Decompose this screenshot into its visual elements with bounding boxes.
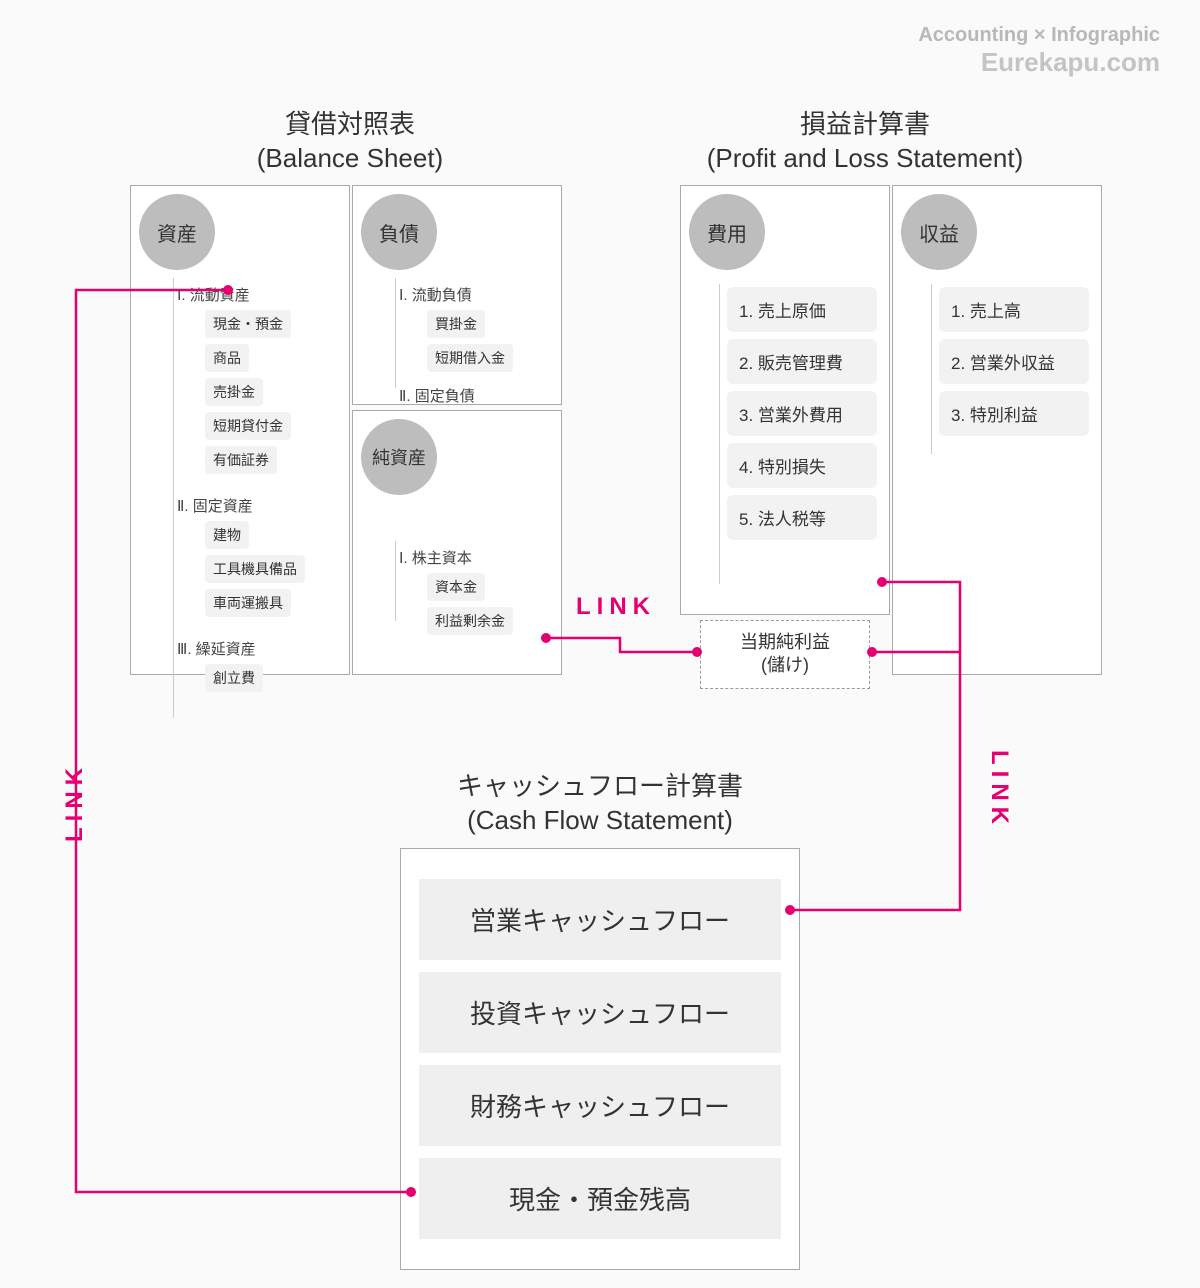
equity-header-circle: 純資産 [361,419,437,495]
rev-item-2: 3. 特別利益 [939,391,1089,436]
bs-title-jp: 貸借対照表 [285,109,415,139]
equity-s1-item-1: 利益剰余金 [427,607,513,635]
equity-s1-heading: Ⅰ. 株主資本 [399,547,549,568]
exp-item-1: 2. 販売管理費 [727,339,877,384]
link3-label: LINK [986,750,1013,830]
link2-label: LINK [576,593,656,620]
liabilities-header-circle: 負債 [361,194,437,270]
assets-s2-item-1: 工具機具備品 [205,555,305,583]
expenses-header-circle: 費用 [689,194,765,270]
equity-s1-item-0: 資本金 [427,573,485,601]
pl-title: 損益計算書 (Profit and Loss Statement) [650,108,1080,176]
watermark-line1: Accounting × Infographic [918,24,1160,47]
cf-title-en: (Cash Flow Statement) [467,805,733,835]
pl-title-jp: 損益計算書 [800,109,930,139]
bs-title-en: (Balance Sheet) [257,143,443,173]
net-income-l2: (儲け) [761,655,809,675]
assets-header-circle: 資産 [139,194,215,270]
revenues-header-circle: 収益 [901,194,977,270]
assets-s2-item-2: 車両運搬具 [205,589,291,617]
cf-item-1: 投資キャッシュフロー [419,972,781,1053]
exp-item-0: 1. 売上原価 [727,287,877,332]
liab-s1-item-1: 短期借入金 [427,344,513,372]
cf-item-0: 営業キャッシュフロー [419,879,781,960]
liab-s2-heading: Ⅱ. 固定負債 [399,385,549,406]
cf-item-3: 現金・預金残高 [419,1158,781,1239]
exp-item-3: 4. 特別損失 [727,443,877,488]
net-income-box: 当期純利益 (儲け) [700,620,870,689]
pl-title-en: (Profit and Loss Statement) [707,143,1023,173]
rev-item-0: 1. 売上高 [939,287,1089,332]
assets-s1-item-0: 現金・預金 [205,310,291,338]
link1-label: LINK [61,762,88,842]
net-income-l1: 当期純利益 [740,632,830,652]
exp-item-2: 3. 営業外費用 [727,391,877,436]
assets-s3-heading: Ⅲ. 繰延資産 [177,638,337,659]
assets-s2-heading: Ⅱ. 固定資産 [177,495,337,516]
assets-s1-item-4: 有価証券 [205,446,277,474]
rev-item-1: 2. 営業外収益 [939,339,1089,384]
pl-revenues-panel: 収益 1. 売上高 2. 営業外収益 3. 特別利益 [892,185,1102,675]
assets-s3-item-0: 創立費 [205,664,263,692]
assets-s1-heading: Ⅰ. 流動資産 [177,284,337,305]
cf-panel: 営業キャッシュフロー 投資キャッシュフロー 財務キャッシュフロー 現金・預金残高 [400,848,800,1270]
exp-item-4: 5. 法人税等 [727,495,877,540]
assets-s1-item-2: 売掛金 [205,378,263,406]
bs-liabilities-panel: 負債 Ⅰ. 流動負債 買掛金 短期借入金 Ⅱ. 固定負債 長期借入金 [352,185,562,405]
assets-s1-item-1: 商品 [205,344,249,372]
watermark-line2: Eurekapu.com [918,47,1160,78]
liab-s1-item-0: 買掛金 [427,310,485,338]
bs-assets-panel: 資産 Ⅰ. 流動資産 現金・預金 商品 売掛金 短期貸付金 有価証券 Ⅱ. 固定… [130,185,350,675]
bs-equity-panel: 純資産 Ⅰ. 株主資本 資本金 利益剰余金 [352,410,562,675]
pl-expenses-panel: 費用 1. 売上原価 2. 販売管理費 3. 営業外費用 4. 特別損失 5. … [680,185,890,615]
cf-title: キャッシュフロー計算書 (Cash Flow Statement) [370,770,830,838]
cf-item-2: 財務キャッシュフロー [419,1065,781,1146]
assets-s1-item-3: 短期貸付金 [205,412,291,440]
assets-s2-item-0: 建物 [205,521,249,549]
liab-s1-heading: Ⅰ. 流動負債 [399,284,549,305]
watermark: Accounting × Infographic Eurekapu.com [918,24,1160,78]
balance-sheet-title: 貸借対照表 (Balance Sheet) [185,108,515,176]
cf-title-jp: キャッシュフロー計算書 [457,771,743,801]
